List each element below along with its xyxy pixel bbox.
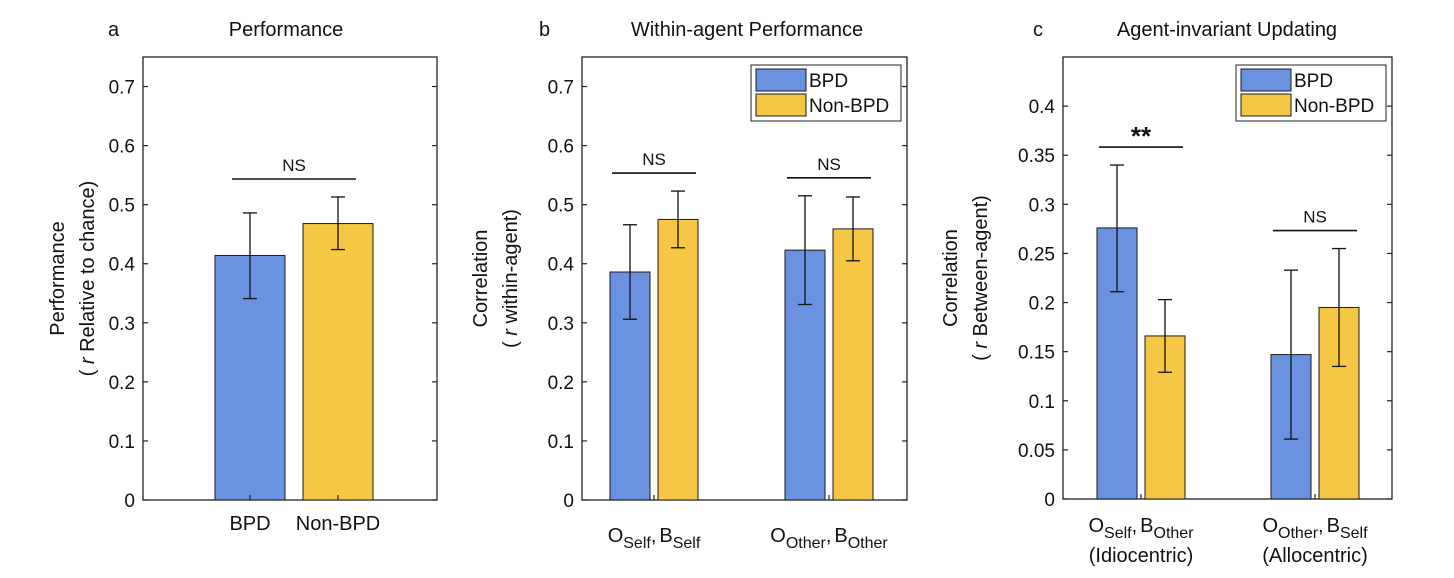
category-label-main: B [1140,515,1153,537]
category-label-subscript: Other [786,535,827,552]
y-axis-label-part: r [500,328,522,336]
significance-label: NS [642,150,666,169]
plot-area-box [1062,56,1393,500]
y-axis-label: Performance [47,221,69,336]
y-tick-label: 0.3 [109,314,135,335]
legend-label: Non-BPD [809,96,889,117]
category-label-subscript: Self [673,535,701,552]
category-label-subscript: Other [1278,525,1319,542]
chart-title: Agent-invariant Updating [1117,19,1337,41]
chart-title: Performance [229,19,344,41]
y-axis-label-part: within-agent) [500,209,522,329]
category-label-main: B [1327,515,1340,537]
y-tick-label: 0.4 [109,255,136,276]
legend-label: BPD [1294,71,1333,92]
y-axis-label-part: ( [77,364,99,376]
category-label-0: OSelf, BSelf [608,525,701,552]
category-label-subscript: Self [623,535,651,552]
y-tick-label: 0.1 [109,432,135,453]
y-tick-label: 0.2 [1029,294,1055,315]
y-tick-label: 0.2 [548,373,574,394]
y-tick-label: 0 [1044,490,1055,511]
y-tick-label: 0.05 [1018,441,1055,462]
y-axis-label-part: r [970,341,992,349]
category-label-0: OSelf, BOther [1088,515,1194,542]
panel-letter: c [1033,19,1043,41]
y-tick-label: 0.3 [1029,195,1055,216]
legend-swatch-non-bpd [755,93,807,117]
y-tick-label: 0 [563,491,574,512]
y-axis-label-part: Relative to chance) [77,181,99,358]
legend-swatch-non-bpd [1240,93,1292,117]
y-tick-label: 0.5 [548,196,574,217]
y-tick-label: 0.1 [548,432,574,453]
category-label-main: O [1088,515,1104,537]
y-tick-label: 0.35 [1018,146,1055,167]
significance-label: ** [1131,121,1152,151]
bar-non-bpd [832,228,874,501]
category-label-main: O [770,525,786,547]
category-sublabel: (Idiocentric) [1089,545,1193,567]
category-label-bpd: BPD [229,513,270,535]
category-label-sep: , [651,525,657,547]
legend-swatch-bpd [1240,68,1292,92]
y-axis-label: Correlation [470,230,492,328]
legend-label: Non-BPD [1294,96,1374,117]
category-label-1: OOther, BSelf [1262,515,1368,542]
y-tick-label: 0.7 [548,78,574,99]
category-label-main: O [608,525,624,547]
y-tick-label: 0.15 [1018,343,1055,364]
y-tick-label: 0.1 [1029,392,1055,413]
y-axis-label-part: ( [500,336,522,348]
category-label-subscript: Self [1104,525,1132,542]
panel-b: b Within-agent Performance Correlation ( r … [470,19,908,552]
panel-a: a Performance Performance ( r Relative to c… [47,19,438,535]
bar-non-bpd [302,223,374,501]
panel-letter: b [539,19,550,41]
significance-label: NS [1303,208,1327,227]
plot-area-box [581,56,908,501]
category-label-sep: , [1132,515,1138,537]
y-axis-label-sub: ( r Relative to chance) [77,181,99,377]
category-sublabel: (Allocentric) [1262,545,1368,567]
y-tick-label: 0.3 [548,314,574,335]
y-axis-label-part: Between-agent) [970,195,992,342]
y-tick-label: 0.7 [109,78,135,99]
y-tick-label: 0.6 [548,137,574,158]
y-axis-label: Correlation [940,229,962,327]
category-label-sep: , [1318,515,1324,537]
panel-letter: a [108,19,120,41]
chart-title: Within-agent Performance [631,19,863,41]
category-label-main: B [834,525,847,547]
y-axis-label-sub: ( r within-agent) [500,209,522,348]
category-label-main: O [1262,515,1278,537]
y-axis-label-part: r [77,356,99,364]
category-label-non-bpd: Non-BPD [296,513,380,535]
y-tick-label: 0.2 [109,373,135,394]
panel-c: c Agent-invariant Updating Correlation ( r … [940,19,1393,567]
y-tick-label: 0 [124,491,135,512]
bar-non-bpd [657,218,699,501]
y-tick-label: 0.4 [548,255,575,276]
category-label-subscript: Self [1340,525,1368,542]
significance-label: NS [282,156,306,175]
category-label-main: B [659,525,672,547]
y-tick-label: 0.6 [109,137,135,158]
legend-swatch-bpd [755,68,807,92]
y-axis-label-sub: ( r Between-agent) [970,195,992,361]
legend-label: BPD [809,71,848,92]
significance-label: NS [817,155,841,174]
category-label-1: OOther, BOther [770,525,888,552]
y-tick-label: 0.25 [1018,244,1055,265]
category-label-subscript: Other [848,535,889,552]
y-axis-label-part: ( [970,349,992,361]
category-label-subscript: Other [1154,525,1195,542]
plot-area-box [142,56,438,501]
y-tick-label: 0.5 [109,196,135,217]
y-tick-label: 0.4 [1029,97,1056,118]
category-label-sep: , [826,525,832,547]
